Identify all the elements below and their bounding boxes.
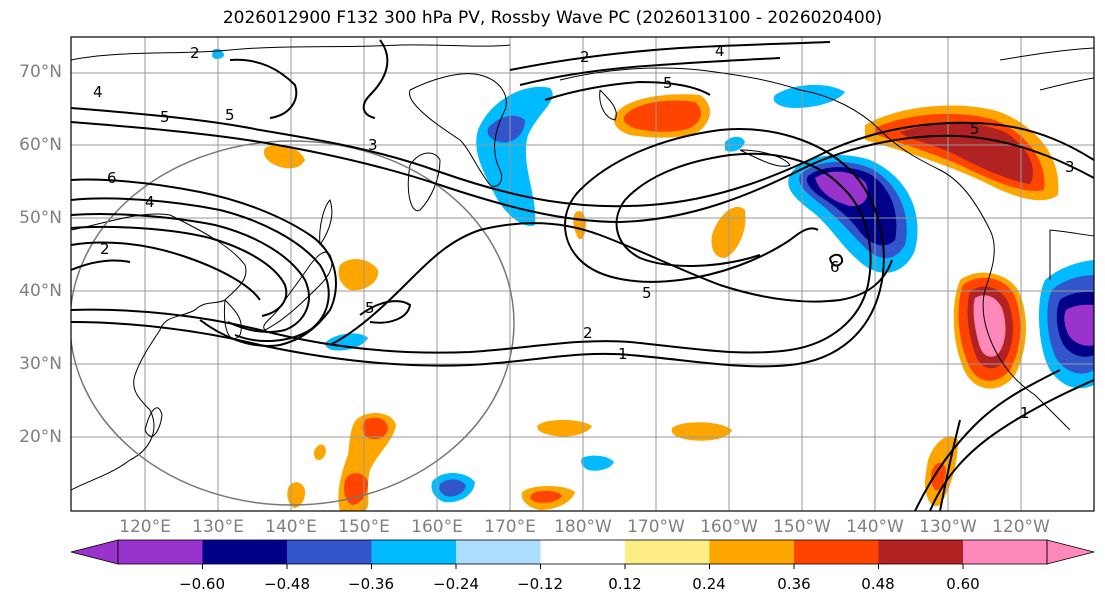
colorbar-tick-label: −0.12 — [517, 575, 563, 593]
contour-label: 3 — [368, 136, 378, 154]
lat-label: 50°N — [19, 208, 62, 228]
colorbar-bin — [118, 540, 203, 564]
lon-label: 150°W — [773, 517, 831, 537]
contour-label: 2 — [100, 240, 110, 258]
contour-label: 5 — [160, 108, 170, 126]
lon-label: 160°E — [411, 517, 463, 537]
contour-label: 5 — [225, 106, 235, 124]
colorbar-tick-label: −0.60 — [179, 575, 225, 593]
pv-contours — [71, 39, 1094, 511]
contour-label: 4 — [145, 193, 155, 211]
contour-label: 6 — [830, 258, 840, 276]
colorbar-tick-label: 0.60 — [946, 575, 980, 593]
colorbar-bin — [540, 540, 625, 564]
colorbar-bin — [963, 540, 1047, 564]
lat-label: 30°N — [19, 354, 62, 374]
colorbar-bin — [371, 540, 456, 564]
contour-label: 5 — [642, 284, 652, 302]
contour-label: 3 — [1065, 158, 1075, 176]
lat-label: 40°N — [19, 281, 62, 301]
colorbar-tick-label: 0.36 — [777, 575, 811, 593]
lon-label: 120°E — [119, 517, 171, 537]
lon-label: 140°W — [846, 517, 904, 537]
contour-label: 2 — [583, 324, 593, 342]
contour-label: 4 — [93, 83, 103, 101]
colorbar-frame — [117, 539, 1048, 565]
colorbar-tick-label: −0.24 — [433, 575, 479, 593]
anomaly-shading — [212, 48, 1094, 511]
colorbar-bin — [625, 540, 710, 564]
lon-label: 170°E — [484, 517, 536, 537]
colorbar-tick-label: 0.24 — [692, 575, 726, 593]
contour-label: 5 — [663, 74, 673, 92]
contour-labels: 2 4 5 4 2 5 6 4 2 3 5 2 1 5 6 3 1 5 5 — [93, 42, 1075, 422]
lon-label: 130°E — [192, 517, 244, 537]
colorbar-bin — [287, 540, 372, 564]
lon-label: 140°E — [265, 517, 317, 537]
lon-label: 120°W — [992, 517, 1050, 537]
colorbar-extend-right — [1046, 539, 1095, 565]
contour-label: 1 — [1020, 404, 1030, 422]
colorbar-extend-left — [70, 539, 119, 565]
lon-label: 170°W — [627, 517, 685, 537]
colorbar-bin — [794, 540, 879, 564]
colorbar-bin — [456, 540, 541, 564]
contour-label: 1 — [618, 345, 628, 363]
lat-label: 60°N — [19, 135, 62, 155]
contour-label: 5 — [970, 120, 980, 138]
contour-label: 6 — [107, 169, 117, 187]
colorbar-bin — [878, 540, 963, 564]
colorbar-tick-label: 0.48 — [861, 575, 895, 593]
contour-label: 2 — [580, 48, 590, 66]
graticule — [71, 37, 1094, 511]
map-title: 2026012900 F132 300 hPa PV, Rossby Wave … — [222, 8, 883, 28]
lon-label: 160°W — [700, 517, 758, 537]
colorbar-bin — [709, 540, 794, 564]
colorbar-tick-label: −0.36 — [348, 575, 394, 593]
colorbar-tick-label: 0.12 — [608, 575, 642, 593]
region-circle — [71, 140, 515, 506]
lat-label: 70°N — [19, 62, 62, 82]
contour-label: 5 — [365, 299, 375, 317]
plot-frame — [70, 36, 1095, 512]
colorbar — [70, 539, 1095, 569]
contour-label: 2 — [190, 44, 200, 62]
colorbar-tick-label: −0.48 — [264, 575, 310, 593]
lat-label: 20°N — [19, 427, 62, 447]
lon-label: 130°W — [919, 517, 977, 537]
lon-label: 150°E — [338, 517, 390, 537]
lon-label: 180°W — [554, 517, 612, 537]
contour-label: 4 — [715, 42, 725, 60]
colorbar-bin — [202, 540, 287, 564]
